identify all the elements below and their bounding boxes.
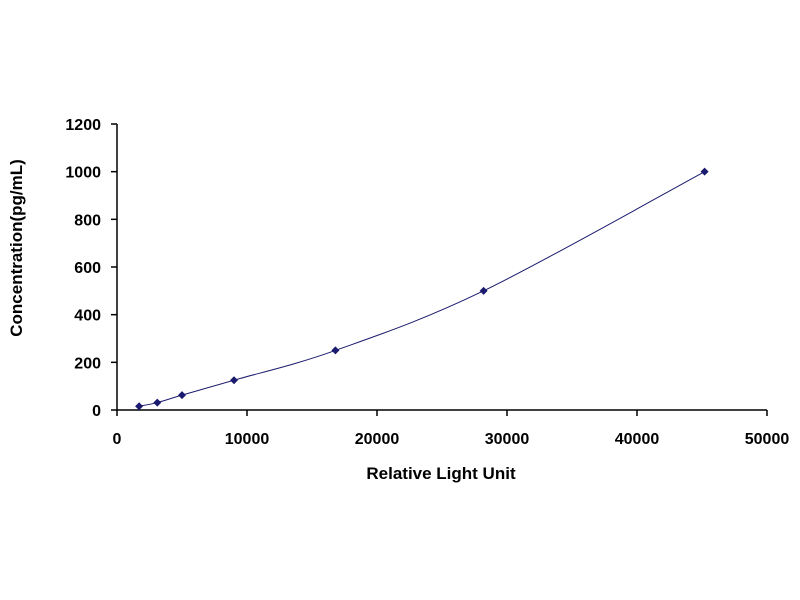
y-axis-title: Concentration(pg/mL) xyxy=(7,159,26,337)
data-point xyxy=(479,286,488,295)
data-point xyxy=(153,398,162,407)
y-axis-ticks: 0 200 400 600 800 1000 1200 xyxy=(65,117,117,420)
data-point xyxy=(135,402,144,411)
y-tick-label: 1000 xyxy=(65,165,101,182)
x-tick-label: 0 xyxy=(113,431,122,448)
x-tick-label: 30000 xyxy=(485,431,530,448)
y-tick-label: 0 xyxy=(92,403,101,420)
fit-curve xyxy=(138,171,705,407)
x-axis-ticks: 0 10000 20000 30000 40000 50000 xyxy=(113,410,790,448)
plot-area xyxy=(116,124,767,411)
x-tick-label: 50000 xyxy=(745,431,790,448)
x-axis-title: Relative Light Unit xyxy=(366,464,516,483)
y-tick-label: 1200 xyxy=(65,117,101,134)
data-point xyxy=(230,376,238,385)
data-point xyxy=(178,391,186,400)
x-tick-label: 40000 xyxy=(615,431,660,448)
x-tick-label: 20000 xyxy=(355,431,400,448)
y-tick-label: 200 xyxy=(74,355,101,372)
y-tick-label: 800 xyxy=(74,212,101,229)
data-point xyxy=(700,167,709,176)
data-point xyxy=(331,346,340,355)
x-tick-label: 10000 xyxy=(225,431,270,448)
y-tick-label: 400 xyxy=(74,308,101,325)
y-tick-label: 600 xyxy=(74,260,101,277)
